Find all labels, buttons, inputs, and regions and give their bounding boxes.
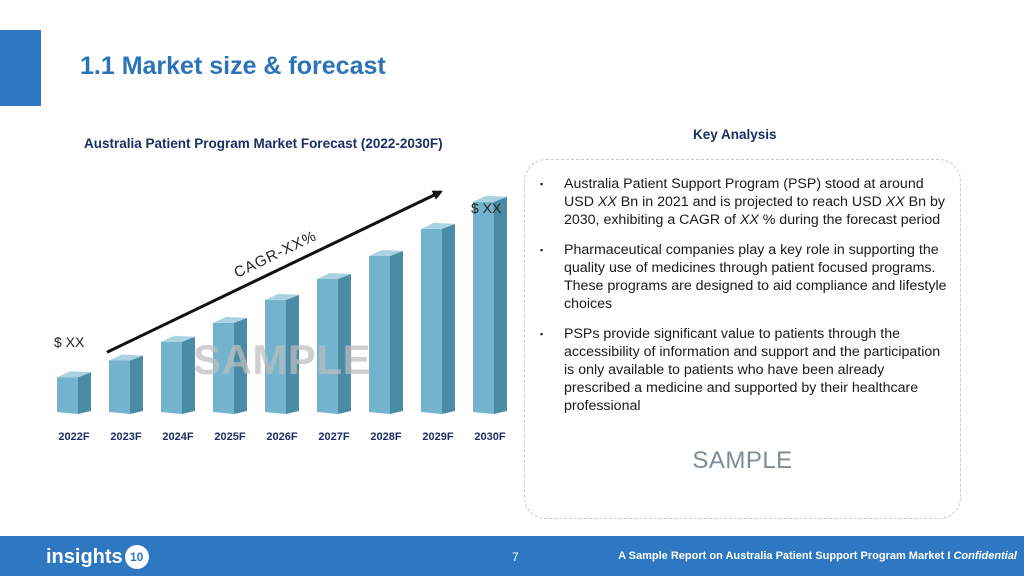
x-tick-2027F: 2027F (318, 431, 349, 443)
analysis-text: Bn in 2021 and is projected to reach USD (616, 194, 886, 210)
bar-2023F (109, 354, 143, 414)
footer-report-title: A Sample Report on Australia Patient Sup… (618, 550, 954, 562)
bar-2027F (317, 273, 351, 414)
page-title: 1.1 Market size & forecast (80, 52, 386, 80)
bullet-icon: ▪ (540, 179, 544, 189)
x-tick-labels: 2022F 2023F 2024F 2025F 2026F 2027F 2028F 2029F… (58, 431, 505, 443)
analysis-text: Australia Patient Support Program (PSP) … (564, 176, 924, 210)
key-analysis-title: Key Analysis (693, 127, 777, 142)
bullet-icon: ▪ (540, 245, 544, 255)
analysis-text: PSPs provide significant value to patien… (564, 326, 941, 414)
analysis-sample-watermark: SAMPLE (692, 447, 793, 474)
market-forecast-chart: 2022F 2023F 2024F 2025F 2026F 2027F 2028F 2029F… (54, 190, 507, 443)
analysis-text: % during the forecast period (758, 212, 941, 228)
bar-2024F (161, 335, 195, 414)
footer-confidential: Confidential (953, 550, 1017, 562)
footer-report-text: A Sample Report on Australia Patient Sup… (618, 550, 1017, 562)
bar-2029F (421, 222, 455, 414)
bar-2030F (473, 195, 507, 414)
bar-2026F (265, 293, 299, 414)
analysis-point: ▪ Pharmaceutical companies play a key rol… (540, 241, 950, 313)
logo-wordmark: insights (46, 545, 123, 568)
x-tick-2026F: 2026F (266, 431, 297, 443)
insights10-logo: insights 10 (46, 544, 149, 570)
x-tick-2024F: 2024F (162, 431, 193, 443)
cagr-label: CAGR-XX% (231, 227, 319, 281)
analysis-placeholder-value: XX (885, 194, 905, 210)
logo-badge: 10 (124, 545, 149, 569)
cagr-trend-arrow (106, 190, 443, 354)
x-tick-2022F: 2022F (58, 431, 89, 443)
page-number: 7 (512, 550, 519, 564)
bullet-icon: ▪ (540, 329, 544, 339)
analysis-placeholder-value: XX (739, 212, 759, 228)
analysis-text: Bn by 2030, exhibiting a CAGR of (564, 194, 945, 228)
bar-2025F (213, 316, 247, 414)
analysis-placeholder-value: XX (597, 194, 617, 210)
key-analysis-list: ▪ Australia Patient Support Program (PSP)… (540, 175, 950, 427)
bar-group (57, 195, 507, 414)
key-analysis-box (524, 159, 961, 519)
x-tick-2028F: 2028F (370, 431, 401, 443)
x-tick-2023F: 2023F (110, 431, 141, 443)
title-accent-block (0, 30, 41, 106)
analysis-point: ▪ Australia Patient Support Program (PSP)… (540, 175, 950, 229)
analysis-text: Pharmaceutical companies play a key role… (564, 242, 947, 312)
chart-sample-watermark: SAMPLE (193, 336, 372, 383)
x-tick-2029F: 2029F (422, 431, 453, 443)
bar-2028F (369, 250, 403, 414)
end-value-label: $ XX (471, 200, 502, 216)
start-value-label: $ XX (54, 334, 85, 350)
analysis-point: ▪ PSPs provide significant value to patie… (540, 325, 950, 415)
footer-bar: insights 10 7 A Sample Report on Austral… (0, 536, 1024, 576)
chart-title: Australia Patient Program Market Forecas… (84, 136, 443, 151)
x-tick-2025F: 2025F (214, 431, 245, 443)
bar-2022F (57, 371, 91, 414)
x-tick-2030F: 2030F (474, 431, 505, 443)
